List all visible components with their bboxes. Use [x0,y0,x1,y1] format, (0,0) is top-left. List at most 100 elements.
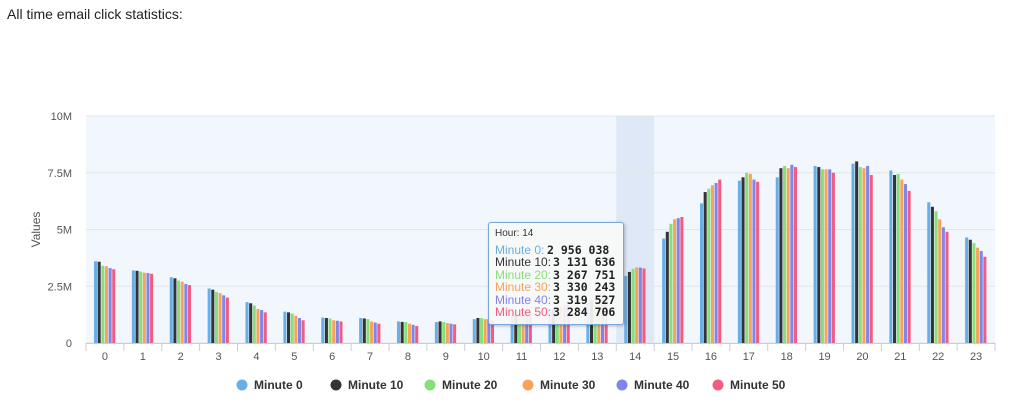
bar-minute-20-hour-4 [252,305,256,343]
bar-minute-10-hour-11 [514,315,518,343]
bar-minute-40-hour-10 [487,319,491,343]
bar-minute-40-hour-5 [297,318,302,343]
bar-minute-30-hour-1 [142,272,146,343]
bar-minute-0-hour-16 [700,203,704,343]
legend-label: Minute 0 [254,378,303,392]
bar-minute-40-hour-3 [222,295,226,343]
bar-minute-50-hour-1 [150,273,154,343]
bar-minute-40-hour-22 [941,227,945,343]
legend: Minute 0 Minute 10 Minute 20 Minute 30 Minut… [236,378,786,392]
bar-minute-0-hour-2 [169,277,173,343]
bar-minute-40-hour-19 [828,169,832,343]
bar-minute-50-hour-19 [831,172,835,343]
legend-item-minute-20[interactable]: Minute 20 [424,378,498,392]
x-tick-label: 8 [405,351,411,363]
bar-minute-30-hour-12 [559,306,563,343]
bar-minute-40-hour-7 [373,322,377,343]
bar-minute-50-hour-23 [983,256,987,343]
x-tick-label: 0 [102,351,108,363]
bar-minute-10-hour-3 [211,289,215,343]
tooltip-row: Minute 20: 3 267 751 [495,267,615,282]
legend-item-minute-40[interactable]: Minute 40 [616,378,690,392]
legend-label: Minute 10 [348,378,404,392]
bar-minute-10-hour-0 [97,261,101,343]
bar-minute-10-hour-8 [400,321,404,343]
bar-minute-20-hour-21 [896,173,900,343]
legend-label: Minute 50 [730,378,786,392]
bar-minute-50-hour-22 [945,231,949,343]
bar-minute-10-hour-23 [968,239,972,343]
bar-minute-20-hour-10 [480,318,484,343]
y-tick-label: 2.5M [48,281,72,293]
bar-minute-50-hour-16 [718,179,722,343]
x-tick-label: 9 [443,351,449,363]
bar-minute-30-hour-5 [294,315,298,343]
bar-minute-20-hour-23 [972,243,976,343]
bar-minute-30-hour-18 [786,168,790,343]
bar-minute-0-hour-21 [889,170,893,343]
bar-minute-10-hour-1 [135,270,139,343]
bar-minute-50-hour-18 [793,167,798,343]
x-tick-label: 1 [140,351,146,363]
legend-item-minute-0[interactable]: Minute 0 [236,378,303,392]
bar-minute-30-hour-7 [370,321,374,343]
x-tick-label: 15 [667,351,679,363]
x-tick-label: 19 [818,351,830,363]
bar-minute-0-hour-20 [851,163,855,343]
bar-minute-40-hour-1 [146,273,150,343]
bar-minute-10-hour-5 [287,312,291,343]
bar-minute-10-hour-9 [438,321,442,343]
tooltip-series-value: 3 330 243 [553,280,616,294]
legend-marker [522,379,534,391]
bar-minute-10-hour-2 [173,278,177,343]
bar-minute-50-hour-4 [263,312,267,343]
bar-minute-0-hour-19 [813,165,817,343]
bar-minute-10-hour-7 [362,318,366,343]
legend-label: Minute 40 [634,378,690,392]
bar-minute-40-hour-21 [903,184,908,343]
bar-minute-10-hour-10 [476,318,480,343]
bar-minute-50-hour-3 [225,297,229,343]
legend-item-minute-10[interactable]: Minute 10 [330,378,404,392]
legend-item-minute-30[interactable]: Minute 30 [522,378,596,392]
bar-minute-30-hour-9 [445,323,449,343]
x-tick-label: 21 [894,351,906,363]
bar-minute-50-hour-7 [377,323,381,343]
legend-item-minute-50[interactable]: Minute 50 [712,378,786,392]
x-tick-label: 22 [932,351,944,363]
bar-minute-40-hour-14 [638,267,642,343]
tooltip-series-name: Minute 40: [495,292,552,307]
tooltip-row: Minute 40: 3 319 527 [495,292,615,307]
bar-minute-40-hour-9 [449,323,453,343]
bar-minute-20-hour-12 [555,307,559,343]
y-tick-label: 10M [51,111,72,123]
bar-minute-0-hour-18 [775,177,779,343]
bar-minute-10-hour-19 [817,167,821,343]
tooltip-series-name: Minute 20: [495,267,552,282]
bar-minute-50-hour-21 [907,190,911,343]
bar-minute-0-hour-8 [397,321,401,343]
bar-minute-20-hour-22 [934,211,938,343]
bar-minute-10-hour-20 [855,161,859,343]
bar-minute-40-hour-18 [790,164,794,343]
bar-minute-50-hour-17 [756,181,760,343]
y-tick-label: 0 [66,338,72,350]
tooltip-row: Minute 50: 3 284 706 [495,306,615,319]
bar-minute-20-hour-19 [820,169,824,343]
bar-minute-50-hour-20 [869,175,873,343]
y-tick-label: 5M [57,225,72,237]
bar-minute-20-hour-17 [745,172,749,343]
bar-minute-30-hour-20 [862,168,866,343]
bar-minute-50-hour-6 [339,321,343,343]
bar-minute-20-hour-11 [517,314,521,343]
x-tick-label: 7 [367,351,373,363]
bar-minute-30-hour-14 [635,267,639,343]
tooltip-series-name: Minute 10: [495,255,552,269]
bar-minute-0-hour-4 [245,302,249,343]
legend-marker [424,379,436,391]
bar-minute-20-hour-6 [328,318,332,343]
bar-minute-30-hour-0 [104,266,108,343]
x-tick-label: 18 [781,351,793,363]
bar-minute-20-hour-20 [858,167,862,343]
